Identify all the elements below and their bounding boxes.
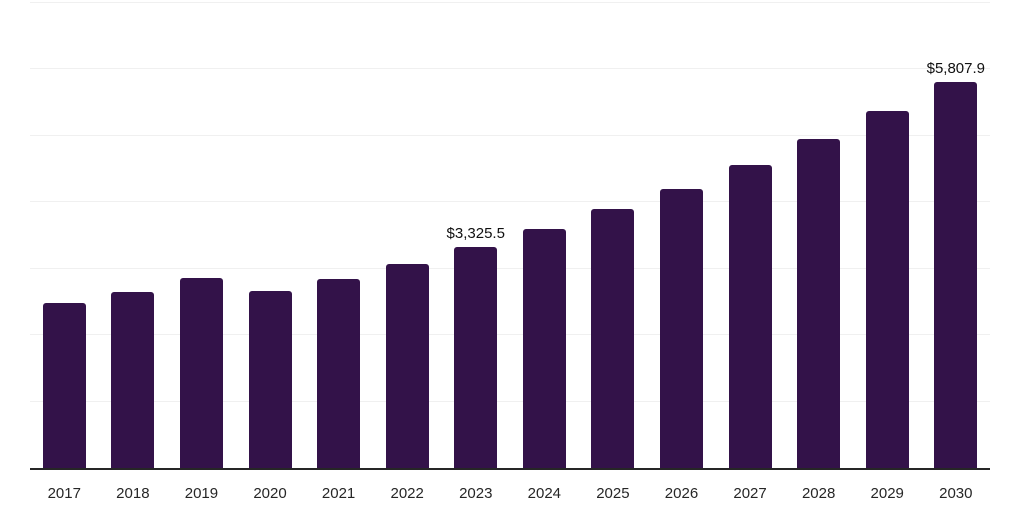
bar-column-2018 <box>99 3 168 468</box>
bar-column-2020 <box>236 3 305 468</box>
bar-2018 <box>111 291 155 468</box>
bar-column-2026 <box>647 3 716 468</box>
bar-column-2029 <box>853 3 922 468</box>
bar-2030: $5,807.9 <box>927 61 985 468</box>
x-tick-2030: 2030 <box>939 485 973 502</box>
x-tick-2027: 2027 <box>733 485 767 502</box>
bar-2022 <box>385 264 429 468</box>
value-label-2023: $3,325.5 <box>446 225 505 243</box>
bar-2028 <box>797 138 841 468</box>
x-tick-2029: 2029 <box>870 485 904 502</box>
x-axis-labels: 2017 2018 2019 2020 2021 2022 2023 2024 2025 2026… <box>30 485 990 502</box>
gridline <box>30 201 990 203</box>
gridline <box>30 334 990 336</box>
bar-2029 <box>865 111 909 468</box>
x-tick-2028: 2028 <box>801 485 836 502</box>
bar-column-2030: $5,807.9 <box>922 3 991 468</box>
x-tick-2022: 2022 <box>390 485 424 502</box>
bar-column-2019 <box>167 3 236 468</box>
bar-2027 <box>728 165 772 468</box>
bar-2024 <box>522 229 566 468</box>
bar-2019 <box>179 277 223 468</box>
bar-2021 <box>317 279 361 468</box>
x-tick-2021: 2021 <box>321 485 356 502</box>
gridline <box>30 68 990 70</box>
bar-2026 <box>659 189 703 468</box>
bar-column-2017 <box>30 3 99 468</box>
x-tick-2023: 2023 <box>459 485 493 502</box>
x-tick-2024: 2024 <box>527 485 562 502</box>
gridline <box>30 134 990 136</box>
x-tick-2026: 2026 <box>664 485 699 502</box>
x-tick-2020: 2020 <box>253 485 287 502</box>
x-tick-2018: 2018 <box>116 485 150 502</box>
x-tick-2019: 2019 <box>184 485 219 502</box>
value-label-2030: $5,807.9 <box>926 60 985 78</box>
gridline <box>30 400 990 402</box>
gridline <box>30 267 990 269</box>
bar-column-2021 <box>304 3 373 468</box>
x-tick-2025: 2025 <box>596 485 630 502</box>
bar-column-2022 <box>373 3 442 468</box>
bar-column-2025 <box>579 3 648 468</box>
bar-column-2023: $3,325.5 <box>441 3 510 468</box>
bars-container: $3,325.5 $5,807.9 <box>30 3 990 468</box>
bar-2025 <box>591 209 635 468</box>
bar-2017 <box>42 302 86 468</box>
x-tick-2017: 2017 <box>47 485 81 502</box>
gridline <box>30 2 990 3</box>
bar-column-2024 <box>510 3 579 468</box>
bar-column-2027 <box>716 3 785 468</box>
plot-area: $3,325.5 $5,807.9 <box>30 2 990 470</box>
bar-2023: $3,325.5 <box>447 226 505 468</box>
bar-2020 <box>248 290 292 468</box>
bar-column-2028 <box>784 3 853 468</box>
